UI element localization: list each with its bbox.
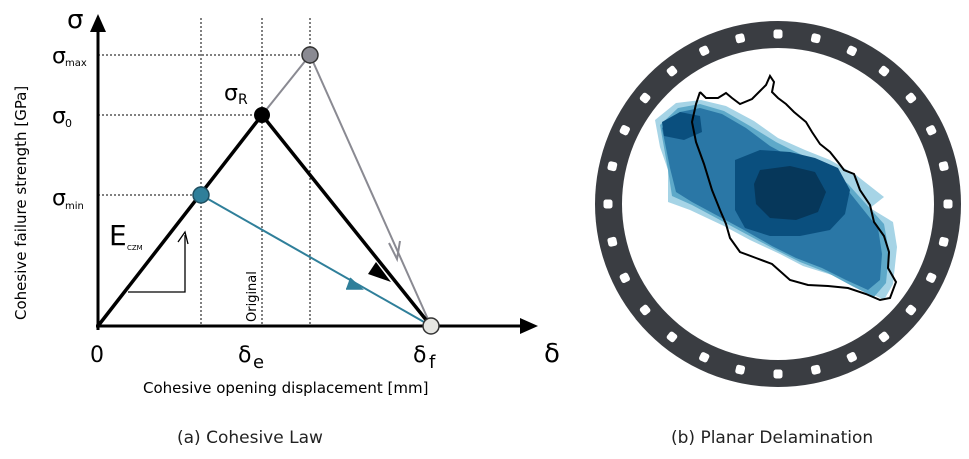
y-axis-title: Cohesive failure strength [GPa] <box>12 86 30 320</box>
delta-f-node <box>422 317 440 335</box>
original-law-rise <box>96 113 264 328</box>
sigma-max-sub: max <box>65 58 87 69</box>
delta-f-label: δ <box>413 343 426 368</box>
min-law-arrow <box>346 277 364 290</box>
bolt-hole <box>926 272 937 283</box>
caption-planar-delamination: (b) Planar Delamination <box>671 428 874 448</box>
max-law-softening <box>309 54 432 327</box>
bolt-hole <box>619 124 630 136</box>
bolt-hole <box>699 45 710 56</box>
planar-delamination-figure <box>595 21 961 387</box>
sigma-max-node <box>301 46 319 64</box>
sigma-min-label: σ <box>52 186 66 211</box>
original-law-arrow <box>368 262 391 282</box>
bolt-hole <box>773 29 783 39</box>
bolt-hole <box>938 236 949 247</box>
bolt-hole <box>666 65 678 77</box>
bolt-hole <box>619 272 630 284</box>
origin-label: 0 <box>90 343 104 368</box>
bolt-hole <box>639 304 651 316</box>
x-axis-symbol: δ <box>544 339 560 369</box>
bolt-hole <box>666 331 678 343</box>
bolt-hole <box>639 92 651 104</box>
bolt-hole <box>878 65 890 77</box>
x-axis-title: Cohesive opening displacement [mm] <box>143 379 428 397</box>
bolt-holes <box>603 29 953 379</box>
delta-f-sub: f <box>429 352 436 373</box>
stiffness-triangle-arrow <box>177 230 189 245</box>
x-axis-arrowhead <box>520 318 538 334</box>
bolt-hole <box>810 33 821 44</box>
bolt-hole <box>846 45 857 57</box>
bolt-hole <box>878 331 890 343</box>
delamination-core <box>754 166 826 220</box>
delta-e-label: δ <box>238 343 251 368</box>
sigma-0-label: σ <box>52 104 66 129</box>
sigma-r-sub: R <box>238 92 248 108</box>
sigma-max-label: σ <box>52 44 66 69</box>
bolt-hole <box>810 364 821 375</box>
bolt-hole <box>735 33 746 44</box>
bolt-hole <box>926 125 937 136</box>
bolt-hole <box>699 352 710 363</box>
sigma-0-sub: 0 <box>65 117 72 130</box>
original-label: Original <box>245 271 260 322</box>
delta-e-sub: e <box>253 352 264 373</box>
bolt-hole <box>905 304 917 316</box>
delamination-outline <box>690 73 898 302</box>
original-law-softening <box>260 113 433 328</box>
bolt-hole <box>603 199 613 209</box>
min-law-softening <box>200 194 432 327</box>
bolt-hole <box>735 364 746 375</box>
stiffness-sub: CZM <box>127 244 143 252</box>
sigma-min-node <box>192 186 210 204</box>
guide-lines <box>98 18 311 326</box>
bolt-hole <box>905 92 917 104</box>
y-axis-arrowhead <box>90 14 106 32</box>
caption-cohesive-law: (a) Cohesive Law <box>177 428 323 448</box>
bolt-hole <box>607 161 618 172</box>
max-law-arrow <box>388 240 401 263</box>
bolt-hole <box>607 236 618 247</box>
sigma-r-label: σ <box>224 81 238 106</box>
bolt-hole <box>846 351 857 363</box>
bolt-hole <box>943 199 953 209</box>
y-axis-symbol: σ <box>67 5 83 35</box>
bolt-hole <box>938 161 949 172</box>
sigma-min-sub: min <box>65 201 84 212</box>
bolt-hole <box>773 369 783 379</box>
max-law-rise <box>261 54 311 116</box>
stiffness-triangle <box>128 235 186 293</box>
cohesive-law-diagram: σ δ 0 σ max σ 0 σ min σ R δ e δ f E CZM … <box>12 5 560 397</box>
sigma-r-node <box>254 107 270 123</box>
stiffness-label: E <box>109 219 127 252</box>
